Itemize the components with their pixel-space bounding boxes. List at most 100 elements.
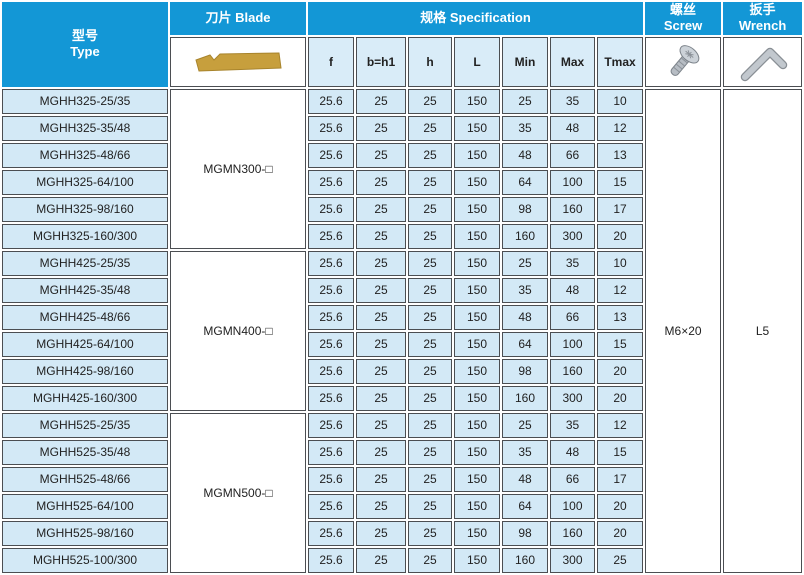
row-type-label: MGHH425-160/300 bbox=[2, 385, 168, 411]
spec-value-cell: 25.6 bbox=[308, 250, 354, 276]
table-row: MGHH525-100/300 25.6 25 25 150 160 300 25 bbox=[2, 547, 802, 573]
spec-value-cell: 17 bbox=[597, 466, 644, 492]
spec-value-cell: 25 bbox=[356, 439, 406, 465]
spec-value-cell: 25 bbox=[502, 412, 548, 438]
spec-value-cell: 66 bbox=[550, 304, 595, 330]
spec-value-cell: 98 bbox=[502, 520, 548, 546]
wrench-header-en: Wrench bbox=[738, 18, 787, 34]
screw-header-cn: 螺丝 bbox=[670, 2, 697, 17]
spec-value-cell: 25.6 bbox=[308, 385, 354, 411]
spec-value-cell: 13 bbox=[597, 142, 644, 168]
spec-value-cell: 64 bbox=[502, 169, 548, 195]
table-row: MGHH425-48/66 25.6 25 25 150 48 66 13 bbox=[2, 304, 802, 330]
spec-value-cell: 35 bbox=[550, 88, 595, 114]
spec-value-cell: 48 bbox=[502, 142, 548, 168]
spec-value-cell: 25 bbox=[408, 277, 452, 303]
spec-value-cell: 98 bbox=[502, 196, 548, 222]
screw-icon bbox=[670, 44, 700, 76]
spec-value-cell: 150 bbox=[454, 277, 500, 303]
row-type-label: MGHH325-25/35 bbox=[2, 88, 168, 114]
spec-value-cell: 12 bbox=[597, 412, 644, 438]
table-row: MGHH525-25/35 MGMN500-□ 25.6 25 25 150 25 35 12 bbox=[2, 412, 802, 573]
spec-value-cell: 48 bbox=[502, 466, 548, 492]
spec-col-max: Max bbox=[550, 36, 595, 87]
row-type-label: MGHH425-25/35 bbox=[2, 250, 168, 276]
type-header-en: Type bbox=[70, 44, 100, 60]
row-type-label: MGHH525-25/35 bbox=[2, 412, 168, 438]
spec-value-cell: 25 bbox=[408, 331, 452, 357]
spec-value-cell: 25.6 bbox=[308, 493, 354, 519]
spec-value-cell: 48 bbox=[550, 439, 595, 465]
spec-value-cell: 48 bbox=[502, 304, 548, 330]
spec-value-cell: 150 bbox=[454, 520, 500, 546]
spec-value-cell: 25 bbox=[408, 115, 452, 141]
spec-value-cell: 150 bbox=[454, 412, 500, 438]
row-type-label: MGHH425-48/66 bbox=[2, 304, 168, 330]
table-row: MGHH525-64/100 25.6 25 25 150 64 100 20 bbox=[2, 493, 802, 519]
blade-model-cell: MGMN300-□ bbox=[170, 88, 306, 249]
spec-value-cell: 48 bbox=[550, 277, 595, 303]
spec-value-cell: 25 bbox=[408, 250, 452, 276]
spec-value-cell: 160 bbox=[502, 547, 548, 573]
row-type-label: MGHH425-35/48 bbox=[2, 277, 168, 303]
spec-value-cell: 150 bbox=[454, 88, 500, 114]
spec-value-cell: 25 bbox=[356, 412, 406, 438]
spec-value-cell: 25.6 bbox=[308, 142, 354, 168]
spec-value-cell: 25 bbox=[408, 304, 452, 330]
spec-value-cell: 25 bbox=[356, 142, 406, 168]
spec-value-cell: 25 bbox=[408, 196, 452, 222]
spec-value-cell: 25 bbox=[597, 547, 644, 573]
spec-value-cell: 150 bbox=[454, 196, 500, 222]
spec-value-cell: 35 bbox=[550, 412, 595, 438]
spec-value-cell: 25.6 bbox=[308, 169, 354, 195]
table-row: MGHH425-64/100 25.6 25 25 150 64 100 15 bbox=[2, 331, 802, 357]
spec-value-cell: 13 bbox=[597, 304, 644, 330]
spec-value-cell: 150 bbox=[454, 250, 500, 276]
spec-value-cell: 100 bbox=[550, 493, 595, 519]
spec-value-cell: 100 bbox=[550, 169, 595, 195]
table-row: MGHH425-98/160 25.6 25 25 150 98 160 20 bbox=[2, 358, 802, 384]
table-row: MGHH425-160/300 25.6 25 25 150 160 300 20 bbox=[2, 385, 802, 411]
spec-value-cell: 150 bbox=[454, 304, 500, 330]
spec-value-cell: 150 bbox=[454, 115, 500, 141]
spec-value-cell: 150 bbox=[454, 142, 500, 168]
wrench-header-cn: 扳手 bbox=[749, 2, 776, 17]
row-type-label: MGHH325-35/48 bbox=[2, 115, 168, 141]
table-row: MGHH525-48/66 25.6 25 25 150 48 66 17 bbox=[2, 466, 802, 492]
spec-value-cell: 25.6 bbox=[308, 439, 354, 465]
spec-value-cell: 25 bbox=[356, 304, 406, 330]
spec-value-cell: 160 bbox=[502, 385, 548, 411]
spec-value-cell: 25 bbox=[356, 466, 406, 492]
spec-value-cell: 25.6 bbox=[308, 223, 354, 249]
spec-value-cell: 25.6 bbox=[308, 277, 354, 303]
spec-value-cell: 150 bbox=[454, 331, 500, 357]
table-row: MGHH425-35/48 25.6 25 25 150 35 48 12 bbox=[2, 277, 802, 303]
spec-value-cell: 48 bbox=[550, 115, 595, 141]
hex-key-icon bbox=[740, 47, 787, 81]
header-row-top: 型号 Type 刀片 Blade 规格 Specification 螺丝 Scr… bbox=[2, 2, 803, 87]
spec-value-cell: 100 bbox=[550, 331, 595, 357]
table-row: MGHH325-64/100 25.6 25 25 150 64 100 15 bbox=[2, 169, 802, 195]
spec-value-cell: 150 bbox=[454, 223, 500, 249]
spec-col-h: h bbox=[408, 36, 452, 87]
spec-value-cell: 66 bbox=[550, 142, 595, 168]
spec-value-cell: 25 bbox=[408, 439, 452, 465]
spec-value-cell: 25 bbox=[408, 385, 452, 411]
spec-value-cell: 25 bbox=[408, 223, 452, 249]
spec-value-cell: 98 bbox=[502, 358, 548, 384]
table-row: MGHH325-35/48 25.6 25 25 150 35 48 12 bbox=[2, 115, 802, 141]
spec-value-cell: 12 bbox=[597, 277, 644, 303]
table-row: MGHH325-25/35 MGMN300-□ 25.6 25 25 150 25 35 10 M… bbox=[2, 88, 803, 573]
spec-value-cell: 25 bbox=[356, 223, 406, 249]
spec-col-f: f bbox=[308, 36, 354, 87]
spec-value-cell: 66 bbox=[550, 466, 595, 492]
spec-value-cell: 25 bbox=[408, 547, 452, 573]
header-row-sub: f b=h1 h L Min Max Tmax bbox=[2, 36, 803, 87]
blade-column-header: 刀片 Blade bbox=[170, 2, 306, 35]
type-header-cn: 型号 bbox=[71, 28, 98, 43]
spec-col-tmax: Tmax bbox=[597, 36, 644, 87]
row-type-label: MGHH525-64/100 bbox=[2, 493, 168, 519]
spec-value-cell: 150 bbox=[454, 547, 500, 573]
spec-value-cell: 25 bbox=[356, 520, 406, 546]
